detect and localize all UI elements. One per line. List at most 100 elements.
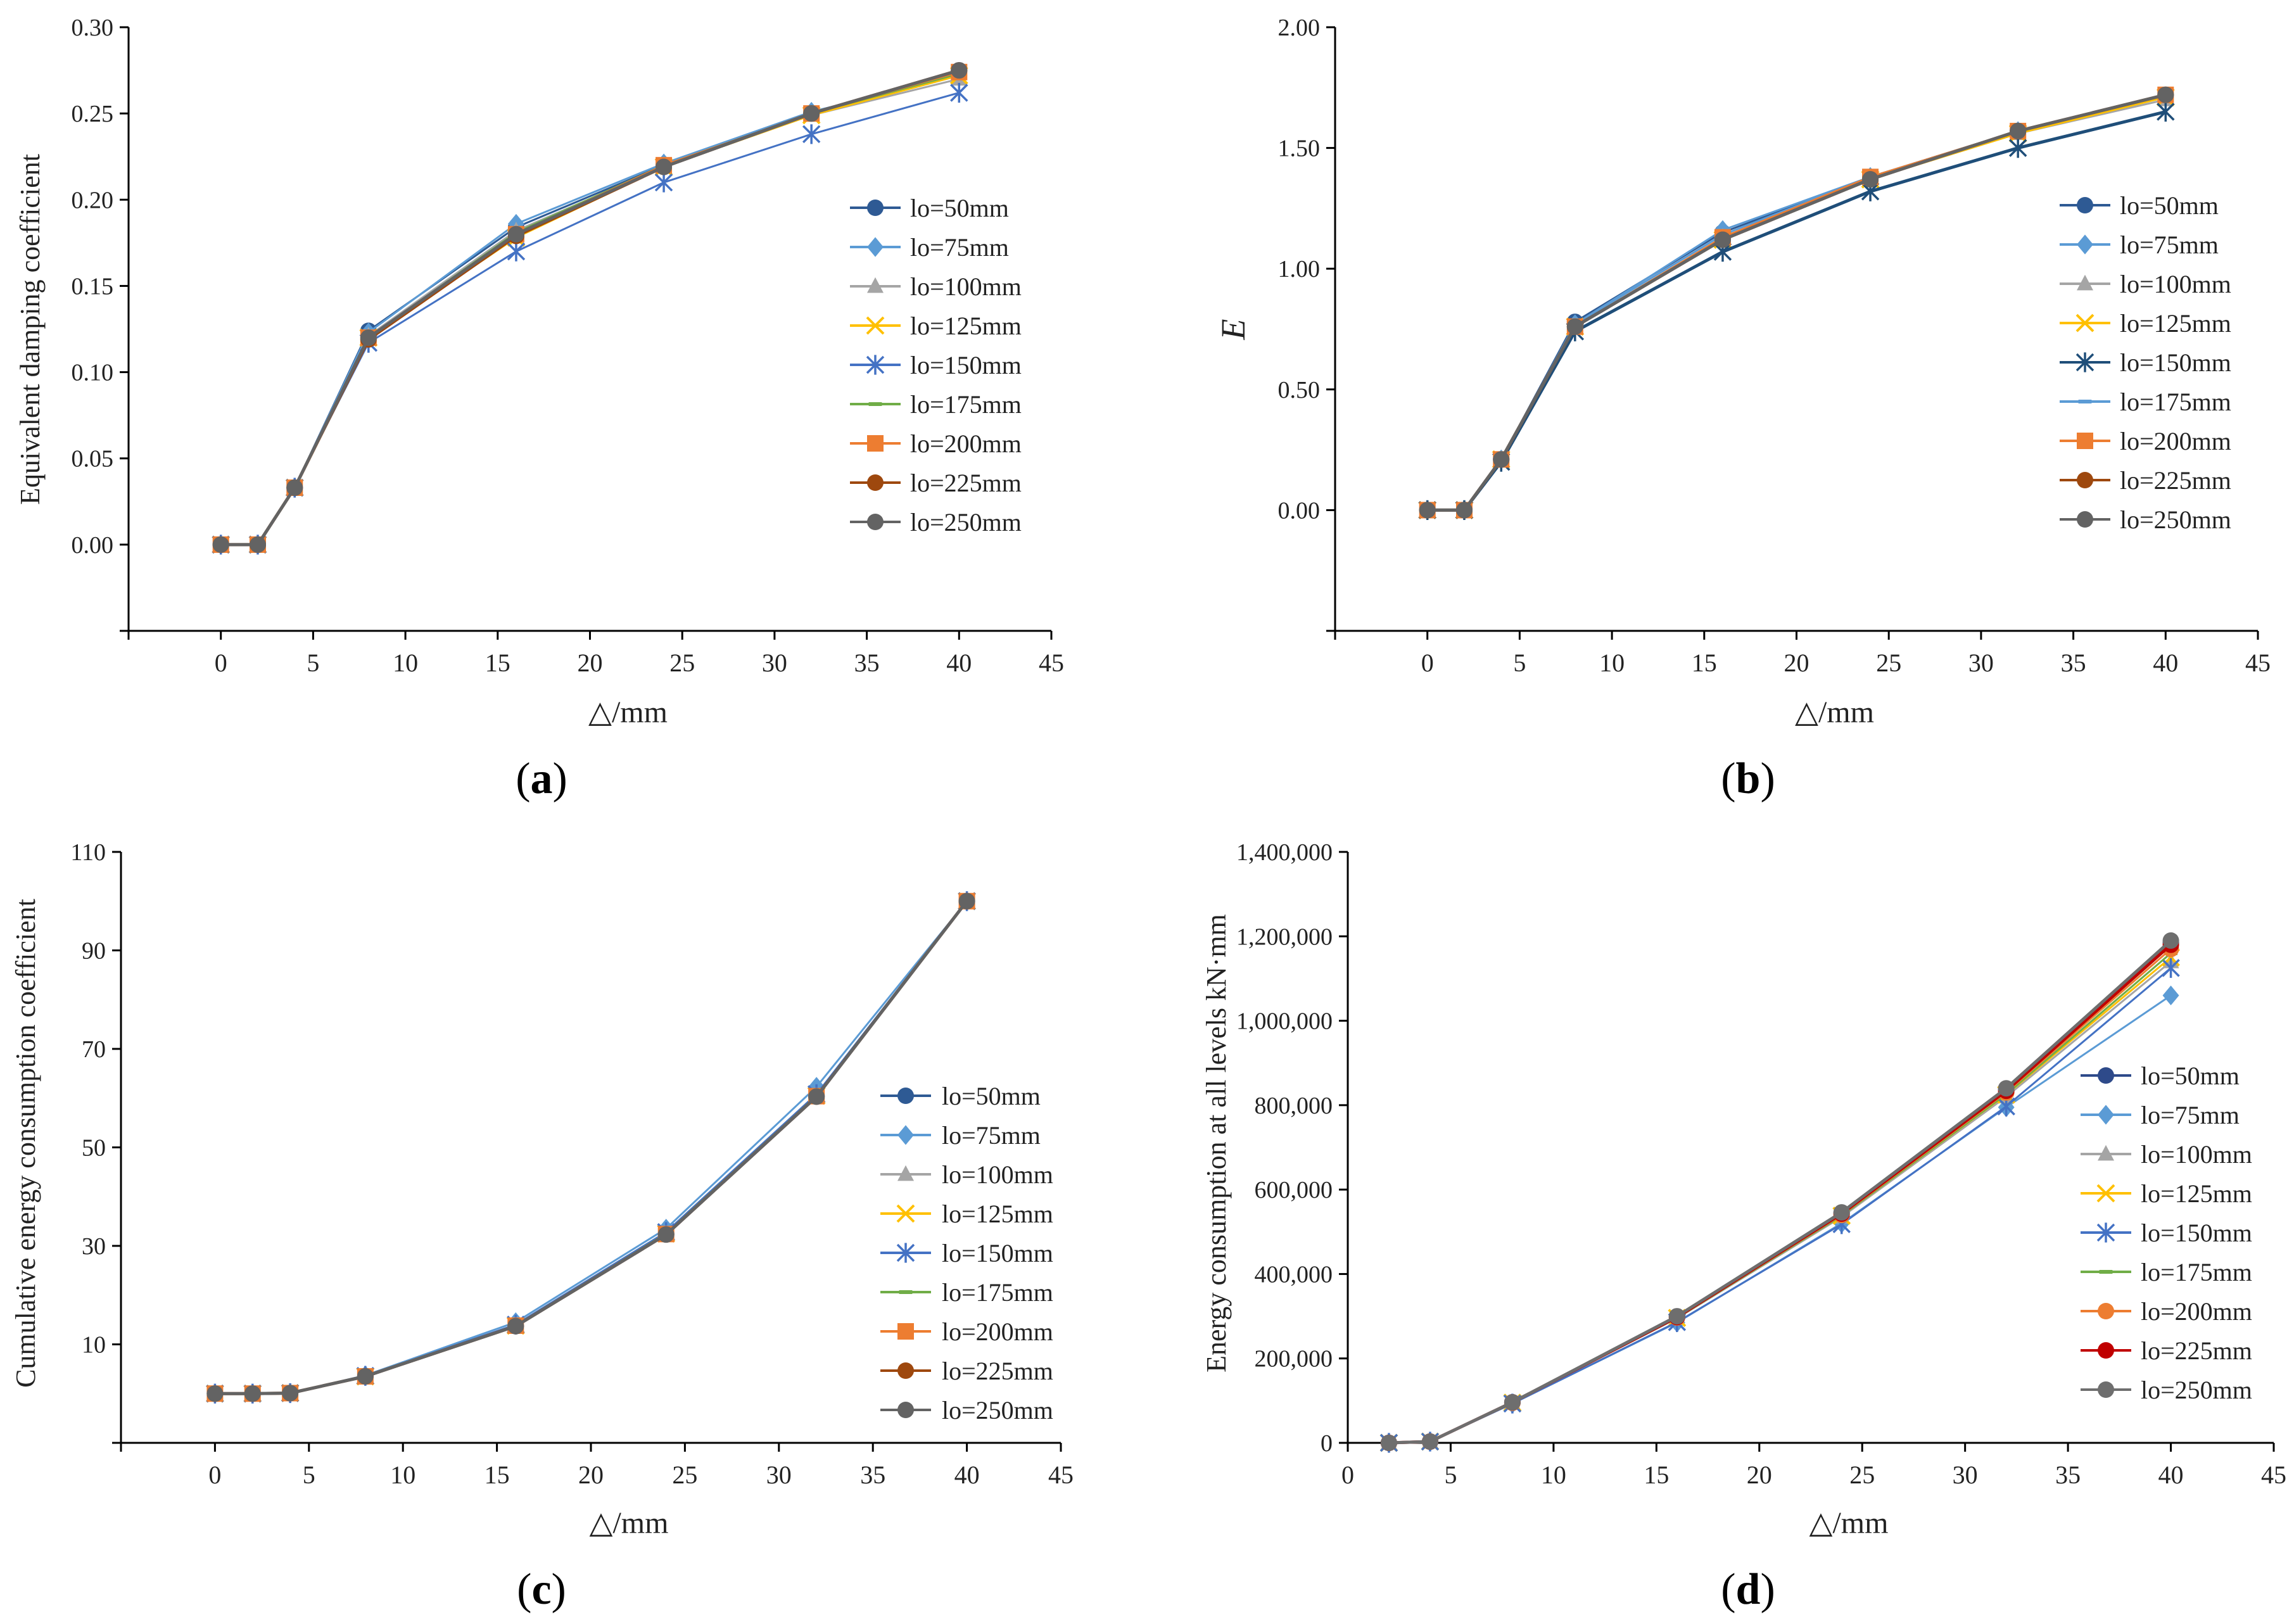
- b-legend-label-8: lo=250mm: [2120, 505, 2231, 534]
- d-y-tick-label: 1,200,000: [1236, 923, 1333, 950]
- a-legend-label-3: lo=125mm: [910, 312, 1022, 340]
- c-legend-label-0: lo=50mm: [942, 1082, 1041, 1110]
- a-y-tick-label: 0.05: [72, 446, 114, 473]
- d-x-tick-label: 25: [1849, 1461, 1875, 1489]
- d-legend-marker-4: [2096, 1222, 2115, 1243]
- c-y-axis-title: Cumulative energy consumption coefficien…: [10, 899, 41, 1388]
- c-x-tick-label: 15: [485, 1461, 510, 1489]
- d-legend-marker-5: [2099, 1270, 2113, 1274]
- d-series-line-2: [1388, 961, 2172, 1444]
- b-legend-marker-3: [2075, 314, 2094, 333]
- d-legend-marker-3: [2096, 1184, 2115, 1203]
- b-series-8-point: [2157, 86, 2174, 103]
- d-legend-label-2: lo=100mm: [2141, 1140, 2252, 1169]
- a-legend-marker-4: [866, 355, 885, 375]
- d-series-line-5: [1388, 952, 2172, 1444]
- b-legend-marker-8: [2077, 511, 2093, 528]
- a-legend-marker-2: [867, 277, 884, 293]
- c-legend-marker-7: [897, 1362, 914, 1379]
- d-y-tick-label: 200,000: [1255, 1346, 1333, 1373]
- b-x-tick-label: 30: [1968, 649, 1994, 677]
- d-x-tick-label: 10: [1541, 1461, 1566, 1489]
- d-series-4-point: [2162, 958, 2180, 978]
- a-series-8-point: [360, 329, 377, 346]
- a-series-8-point: [212, 536, 229, 553]
- b-x-tick-label: 40: [2153, 649, 2178, 677]
- a-legend-label-1: lo=75mm: [910, 233, 1009, 262]
- b-legend-label-3: lo=125mm: [2120, 309, 2231, 338]
- d-legend-marker-1: [2098, 1105, 2114, 1125]
- a-y-tick-label: 0.20: [72, 187, 114, 213]
- c-y-tick-label: 10: [82, 1332, 106, 1359]
- caption-a-letter: a: [530, 754, 553, 803]
- b-x-tick-label: 25: [1876, 649, 1901, 677]
- c-legend-label-5: lo=175mm: [942, 1278, 1053, 1307]
- a-series-line-8: [220, 68, 960, 547]
- c-x-tick-label: 10: [390, 1461, 415, 1489]
- caption-d-letter: d: [1735, 1565, 1761, 1614]
- d-legend-label-8: lo=250mm: [2141, 1376, 2252, 1404]
- b-x-tick-label: 10: [1599, 649, 1625, 677]
- b-y-axis-title: E: [1214, 319, 1252, 341]
- d-series-8-point: [1380, 1435, 1397, 1451]
- c-legend-label-8: lo=250mm: [942, 1396, 1053, 1424]
- a-x-tick-label: 10: [393, 649, 418, 677]
- d-legend-marker-2: [2098, 1145, 2114, 1161]
- b-y-tick-label: 0.50: [1278, 377, 1321, 403]
- a-x-tick-label: 5: [307, 649, 319, 677]
- d-x-tick-label: 15: [1644, 1461, 1669, 1489]
- d-legend-label-0: lo=50mm: [2141, 1062, 2240, 1090]
- d-series-8-point: [1668, 1308, 1685, 1325]
- c-x-tick-label: 0: [208, 1461, 221, 1489]
- d-series-8-point: [1504, 1394, 1521, 1411]
- a-legend-marker-3: [866, 316, 885, 335]
- c-legend-marker-1: [897, 1125, 914, 1145]
- c-y-tick-label: 50: [82, 1135, 106, 1162]
- caption-d: (d): [1721, 1565, 1775, 1614]
- c-legend-marker-6: [897, 1323, 914, 1340]
- a-legend-marker-0: [867, 200, 884, 216]
- b-legend-marker-4: [2075, 352, 2094, 372]
- d-x-tick-label: 5: [1444, 1461, 1457, 1489]
- a-legend-marker-5: [868, 402, 882, 406]
- a-x-axis-title: △/mm: [588, 695, 668, 729]
- c-legend-label-2: lo=100mm: [942, 1160, 1053, 1189]
- d-y-tick-label: 800,000: [1255, 1093, 1333, 1119]
- b-legend-label-4: lo=150mm: [2120, 348, 2231, 377]
- c-x-tick-label: 20: [578, 1461, 604, 1489]
- d-legend-label-1: lo=75mm: [2141, 1101, 2240, 1129]
- d-legend-label-7: lo=225mm: [2141, 1336, 2252, 1365]
- b-series-4-point: [2157, 101, 2175, 122]
- a-legend-label-5: lo=175mm: [910, 390, 1022, 419]
- a-x-tick-label: 15: [485, 649, 510, 677]
- a-x-tick-label: 25: [669, 649, 695, 677]
- c-x-tick-label: 35: [860, 1461, 885, 1489]
- c-legend-label-7: lo=225mm: [942, 1357, 1053, 1385]
- b-y-tick-label: 1.50: [1278, 136, 1321, 162]
- a-legend-label-7: lo=225mm: [910, 469, 1022, 497]
- d-series-line-4: [1388, 967, 2172, 1444]
- b-legend-label-0: lo=50mm: [2120, 191, 2219, 220]
- d-legend-label-3: lo=125mm: [2141, 1179, 2252, 1208]
- c-x-axis-title: △/mm: [590, 1506, 669, 1540]
- a-series-8-point: [656, 158, 673, 175]
- c-y-tick-label: 30: [82, 1233, 106, 1260]
- d-series-8-point: [2162, 932, 2179, 949]
- c-legend-marker-4: [896, 1243, 915, 1263]
- d-series-8-point: [1421, 1433, 1438, 1450]
- d-x-tick-label: 30: [1953, 1461, 1978, 1489]
- b-series-8-point: [1493, 451, 1510, 468]
- c-y-tick-label: 70: [82, 1036, 106, 1063]
- b-x-tick-label: 45: [2245, 649, 2271, 677]
- b-series-4-point: [2008, 138, 2027, 158]
- b-legend-label-2: lo=100mm: [2120, 270, 2231, 298]
- caption-c-letter: c: [531, 1565, 552, 1614]
- a-legend-label-8: lo=250mm: [910, 508, 1022, 536]
- d-legend-label-4: lo=150mm: [2141, 1219, 2252, 1247]
- d-series-line-8: [1388, 939, 2172, 1445]
- a-series-4-point: [507, 241, 526, 262]
- c-series-8-point: [206, 1385, 224, 1402]
- a-legend-label-4: lo=150mm: [910, 351, 1022, 379]
